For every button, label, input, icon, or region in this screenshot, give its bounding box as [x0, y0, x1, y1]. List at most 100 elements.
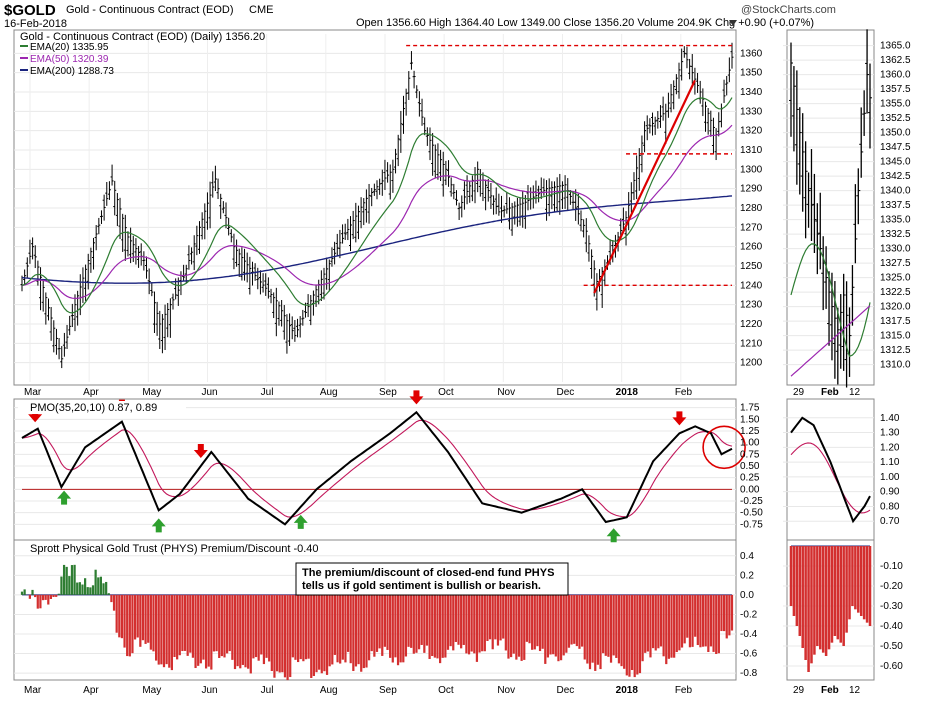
zoom-phys-bar [825, 546, 828, 656]
phys-x-month-label: May [142, 685, 161, 696]
phys-bar [592, 595, 594, 663]
zoom-price-y-tick: 1350.0 [880, 128, 911, 139]
price-y-tick: 1300 [740, 164, 763, 175]
pmo-y-tick: -0.75 [740, 519, 763, 530]
phys-bar [289, 595, 291, 677]
phys-x-month-label: Oct [438, 685, 454, 696]
zoom-phys-x-label: Feb [821, 685, 839, 696]
phys-bar [436, 595, 438, 659]
phys-bar [239, 595, 241, 668]
phys-bar [655, 595, 657, 651]
phys-bar [347, 595, 349, 652]
phys-bar [502, 595, 504, 639]
phys-bar [155, 595, 157, 661]
zoom-phys-bar [822, 546, 825, 653]
phys-bar [513, 595, 515, 654]
phys-bar [294, 595, 296, 660]
phys-bar [271, 595, 273, 671]
zoom-phys-bar [839, 546, 842, 643]
phys-bar [494, 595, 496, 639]
phys-bar [100, 577, 102, 595]
price-x-month-label: Apr [83, 387, 99, 398]
phys-bar [615, 595, 617, 658]
zoom-phys-bar [837, 546, 840, 639]
phys-bar [326, 595, 328, 675]
zoom-price-y-tick: 1335.0 [880, 215, 911, 226]
phys-bar [234, 595, 236, 669]
zoom-phys-bar [796, 546, 799, 626]
phys-bar [252, 595, 254, 659]
phys-bar [660, 595, 662, 647]
phys-bar [389, 595, 391, 658]
phys-bar [189, 595, 191, 653]
phys-bar [95, 570, 97, 595]
phys-bar [226, 595, 228, 654]
phys-bar [510, 595, 512, 657]
phys-bar [331, 595, 333, 665]
zoom-price-y-tick: 1337.5 [880, 200, 911, 211]
phys-bar [194, 595, 196, 668]
phys-bar [386, 595, 388, 650]
phys-bar [489, 595, 491, 639]
zoom-phys-bar [845, 546, 848, 633]
zoom-price-y-tick: 1352.5 [880, 113, 911, 124]
phys-bar [97, 577, 99, 595]
ema20-line [22, 98, 732, 313]
phys-bar [568, 595, 570, 648]
pmo-y-tick: 1.75 [740, 403, 760, 414]
phys-bar [618, 595, 620, 663]
phys-bar [208, 595, 210, 667]
phys-bar [531, 595, 533, 650]
phys-bar [179, 595, 181, 655]
price-y-tick: 1220 [740, 319, 763, 330]
phys-bar [552, 595, 554, 654]
annotation-line-2: tells us if gold sentiment is bullish or… [302, 580, 541, 592]
phys-bar [260, 595, 262, 655]
pmo-y-tick: 0.75 [740, 449, 760, 460]
price-x-month-label: Feb [675, 387, 693, 398]
phys-bar [42, 595, 44, 600]
phys-bar [342, 595, 344, 660]
zoom-phys-bar [816, 546, 819, 646]
zoom-price-y-tick: 1357.5 [880, 84, 911, 95]
phys-bar [473, 595, 475, 653]
price-y-tick: 1310 [740, 145, 763, 156]
zoom-price-y-tick: 1315.0 [880, 331, 911, 342]
phys-bar [339, 595, 341, 664]
phys-bar [263, 595, 265, 664]
phys-bar [297, 595, 299, 662]
zoom-phys-bar [801, 546, 804, 648]
price-y-tick: 1250 [740, 261, 763, 272]
zoom-pmo-y-tick: 1.10 [880, 457, 900, 468]
phys-bar [221, 595, 223, 656]
phys-bar [158, 595, 160, 665]
phys-bar [610, 595, 612, 663]
phys-bar [455, 595, 457, 642]
phys-bar [55, 595, 57, 597]
phys-bar [131, 595, 133, 653]
price-x-month-label: Nov [497, 387, 515, 398]
phys-bar [215, 595, 217, 651]
phys-bar [281, 595, 283, 672]
zoom-pmo-signal-line [791, 443, 870, 513]
annotation-line-1: The premium/discount of closed-end fund … [302, 567, 554, 579]
phys-bar [384, 595, 386, 647]
chart-date: 16-Feb-2018 [4, 18, 67, 30]
phys-y-tick: -0.4 [740, 629, 758, 640]
zoom-price-y-tick: 1317.5 [880, 316, 911, 327]
phys-bar [137, 595, 139, 638]
zoom-phys-bar [831, 546, 834, 643]
zoom-price-y-tick: 1332.5 [880, 229, 911, 240]
phys-bar [599, 595, 601, 669]
phys-bar [142, 595, 144, 640]
phys-bar [557, 595, 559, 661]
price-legend: EMA(20) 1335.95 EMA(50) 1320.39 EMA(200)… [20, 42, 114, 77]
phys-bar [694, 595, 696, 637]
zoom-phys-x-label: 12 [849, 685, 861, 696]
zoom-phys-bar [863, 546, 866, 619]
price-x-month-label: May [142, 387, 161, 398]
phys-bar [336, 595, 338, 662]
phys-bar [284, 595, 286, 677]
phys-bar [499, 595, 501, 641]
phys-bar [134, 595, 136, 640]
